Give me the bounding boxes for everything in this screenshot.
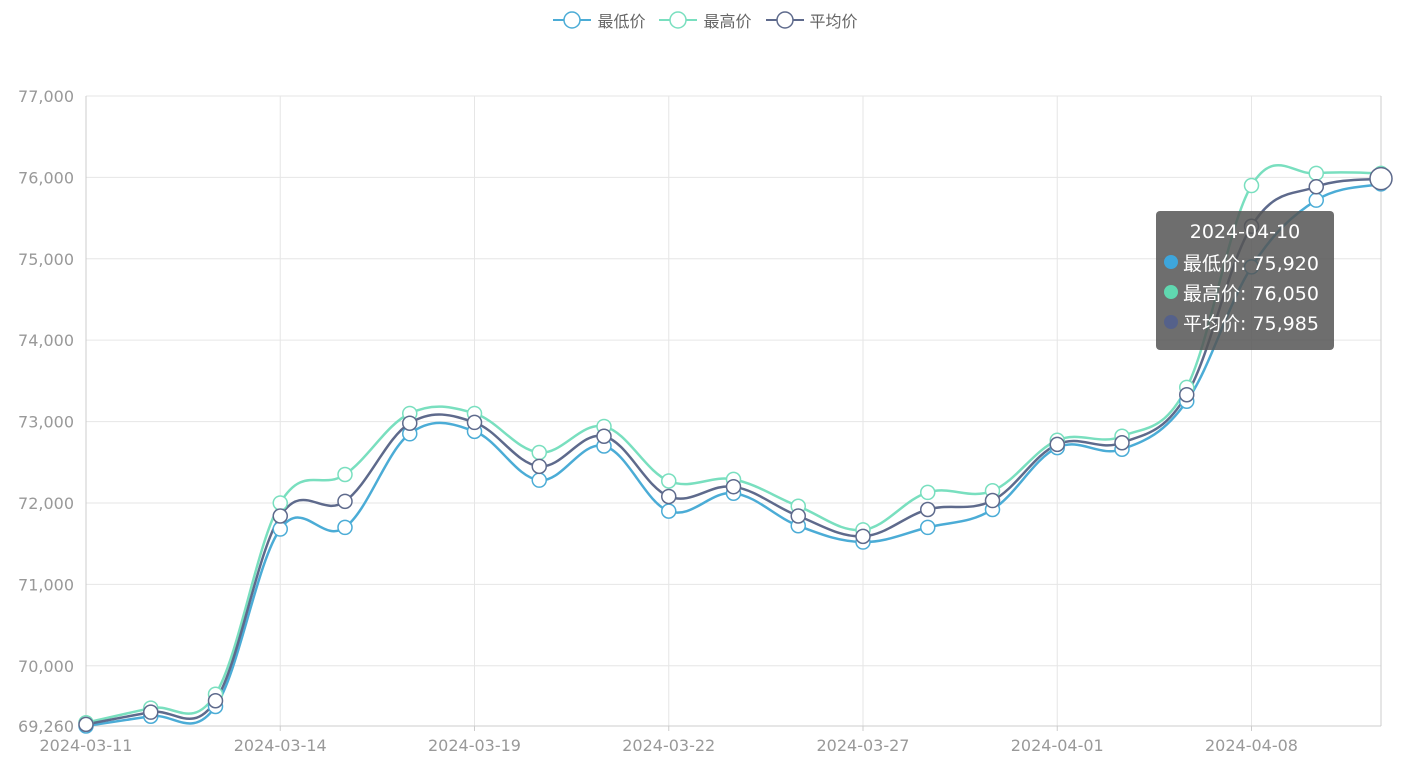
data-point: [1308, 165, 1324, 182]
data-point: [1308, 192, 1324, 208]
data-point: [920, 484, 936, 501]
y-tick-label: 74,000: [18, 331, 74, 350]
legend-item-max[interactable]: 最高价: [659, 8, 752, 32]
data-point: [272, 521, 288, 537]
data-point: [78, 716, 94, 733]
data-point: [531, 444, 547, 461]
data-point: [790, 508, 806, 524]
legend-label-max: 最高价: [703, 12, 752, 31]
y-tick-label: 71,000: [18, 575, 74, 594]
data-point: [143, 704, 159, 720]
tooltip-row-avg: 平均价: 75,985: [1164, 307, 1326, 337]
y-tick-label: 72,000: [18, 494, 74, 513]
data-point: [855, 528, 871, 545]
tooltip-dot-avg: [1164, 315, 1178, 329]
data-point: [1369, 166, 1393, 191]
data-point: [1049, 436, 1065, 453]
data-point: [1179, 386, 1195, 403]
data-point: [725, 478, 742, 495]
legend-item-avg[interactable]: 平均价: [765, 8, 858, 32]
data-point: [337, 493, 353, 510]
data-point: [337, 519, 353, 536]
data-point: [272, 495, 288, 511]
legend-label-min: 最低价: [597, 12, 646, 31]
tooltip-row-min: 最低价: 75,920: [1164, 247, 1326, 277]
y-tick-label: 73,000: [18, 413, 74, 432]
x-tick-label: 2024-03-14: [234, 736, 327, 755]
data-point: [984, 492, 1001, 509]
circle-line-icon: [553, 11, 592, 29]
data-point: [466, 414, 483, 431]
tooltip-row-max: 最高价: 76,050: [1164, 277, 1326, 307]
y-tick-label: 69,260: [18, 717, 74, 736]
data-point: [531, 472, 547, 488]
data-point: [272, 508, 288, 524]
legend: 最低价 最高价 平均价: [0, 8, 1411, 32]
data-point: [207, 693, 224, 709]
x-tick-label: 2024-04-08: [1205, 736, 1298, 755]
data-point: [661, 503, 677, 519]
legend-item-min[interactable]: 最低价: [553, 8, 645, 32]
tooltip-value-avg: 平均价: 75,985: [1183, 312, 1319, 335]
data-point: [661, 488, 677, 505]
y-tick-label: 77,000: [18, 87, 74, 106]
tooltip-value-min: 最低价: 75,920: [1183, 252, 1319, 275]
circle-line-icon: [659, 11, 698, 29]
y-tick-label: 75,000: [18, 250, 74, 269]
legend-label-avg: 平均价: [809, 12, 858, 31]
circle-line-icon: [765, 11, 804, 29]
y-tick-label: 70,000: [18, 657, 74, 676]
series-layer: [78, 164, 1393, 734]
tooltip-title: 2024-04-10: [1189, 221, 1301, 243]
data-point: [1114, 434, 1130, 451]
x-tick-label: 2024-04-01: [1011, 736, 1104, 755]
x-tick-label: 2024-03-19: [428, 736, 521, 755]
data-point: [920, 519, 936, 536]
data-point: [531, 458, 547, 475]
tooltip-dot-min: [1164, 255, 1178, 269]
grid-lines: [86, 95, 1381, 727]
data-point: [337, 466, 353, 483]
y-tick-label: 76,000: [18, 168, 74, 187]
data-point: [920, 501, 936, 518]
data-point: [1243, 177, 1260, 194]
x-tick-label: 2024-03-27: [817, 736, 910, 755]
tooltip-dot-max: [1164, 285, 1178, 299]
tooltip-value-max: 最高价: 76,050: [1183, 282, 1319, 305]
data-point: [661, 473, 677, 489]
x-tick-label: 2024-03-11: [40, 736, 133, 755]
data-point: [596, 428, 612, 444]
axes: 69,260 70,000 71,000 72,000 73,000 74,000 75,0…: [18, 87, 1382, 755]
x-tick-label: 2024-03-22: [622, 736, 715, 755]
data-point: [1308, 179, 1324, 195]
tooltip: 2024-04-10 最低价: 75,920 最高价: 76,050 平均价: …: [1156, 211, 1334, 350]
data-point: [402, 415, 418, 431]
